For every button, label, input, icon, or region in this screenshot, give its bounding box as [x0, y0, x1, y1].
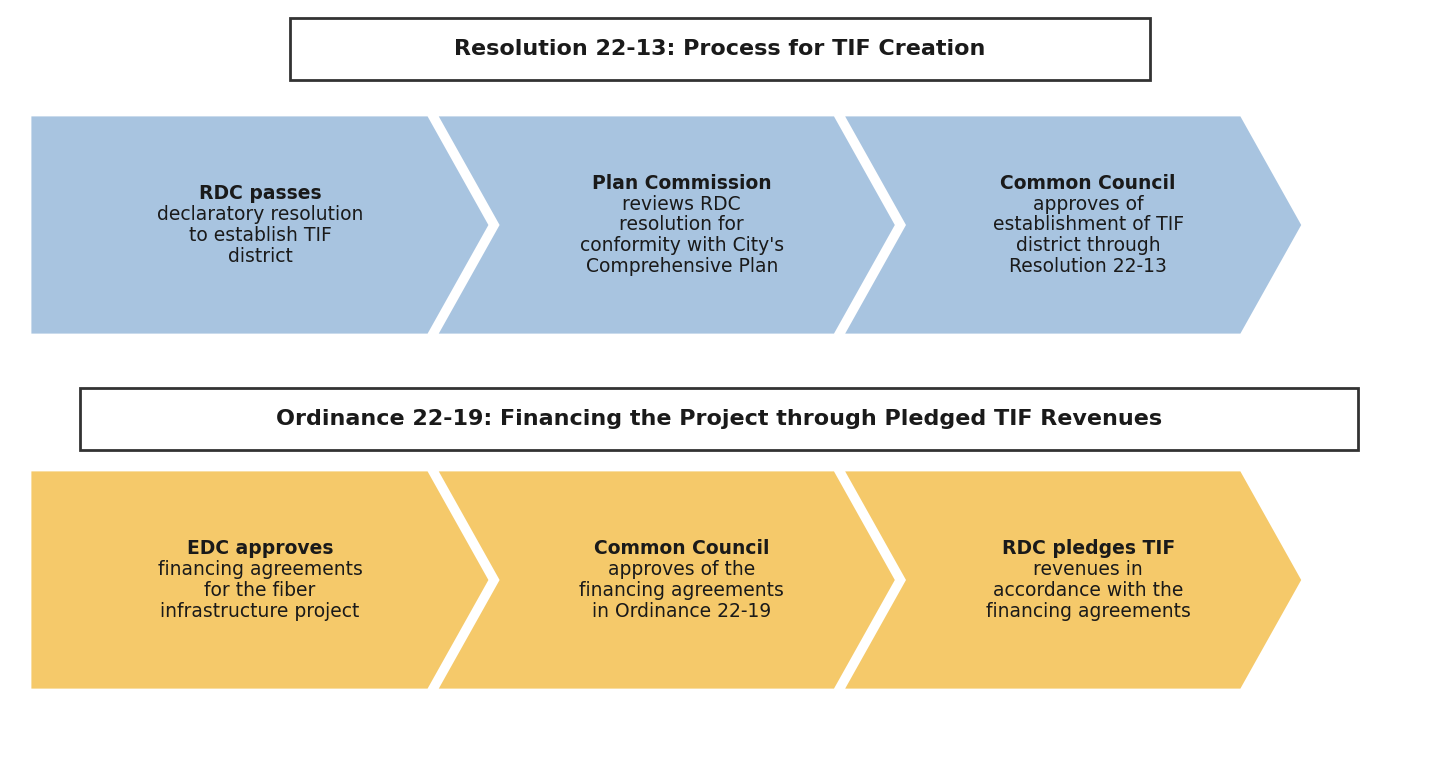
Text: Resolution 22-13: Resolution 22-13 [1009, 258, 1168, 277]
FancyBboxPatch shape [290, 18, 1150, 80]
Text: EDC approves: EDC approves [187, 539, 334, 558]
Text: revenues in: revenues in [1034, 560, 1143, 579]
Polygon shape [843, 470, 1303, 690]
Polygon shape [30, 470, 490, 690]
Text: infrastructure project: infrastructure project [160, 602, 360, 621]
Text: Common Council: Common Council [594, 539, 769, 558]
Text: in Ordinance 22-19: in Ordinance 22-19 [592, 602, 771, 621]
Text: resolution for: resolution for [620, 215, 745, 234]
Text: financing agreements: financing agreements [158, 560, 362, 579]
Text: Resolution 22-13: Process for TIF Creation: Resolution 22-13: Process for TIF Creati… [454, 39, 985, 59]
Text: accordance with the: accordance with the [994, 581, 1183, 600]
Text: to establish TIF: to establish TIF [188, 226, 331, 245]
Polygon shape [436, 470, 896, 690]
FancyBboxPatch shape [81, 388, 1357, 450]
Text: reviews RDC: reviews RDC [623, 195, 741, 214]
Text: RDC pledges TIF: RDC pledges TIF [1002, 539, 1175, 558]
Text: financing agreements: financing agreements [986, 602, 1191, 621]
Text: declaratory resolution: declaratory resolution [157, 205, 364, 224]
Text: approves of: approves of [1032, 195, 1143, 214]
Text: for the fiber: for the fiber [204, 581, 316, 600]
Polygon shape [843, 115, 1303, 335]
Polygon shape [30, 115, 490, 335]
Polygon shape [436, 115, 896, 335]
Text: financing agreements: financing agreements [580, 581, 784, 600]
Text: RDC passes: RDC passes [198, 184, 321, 203]
Text: Plan Commission: Plan Commission [592, 174, 772, 193]
Text: Comprehensive Plan: Comprehensive Plan [585, 258, 778, 277]
Text: establishment of TIF: establishment of TIF [992, 215, 1183, 234]
Text: conformity with City's: conformity with City's [580, 236, 784, 255]
Text: district through: district through [1015, 236, 1160, 255]
Text: Common Council: Common Council [1001, 174, 1176, 193]
Text: approves of the: approves of the [608, 560, 755, 579]
Text: Ordinance 22-19: Financing the Project through Pledged TIF Revenues: Ordinance 22-19: Financing the Project t… [276, 409, 1162, 429]
Text: district: district [227, 247, 292, 266]
